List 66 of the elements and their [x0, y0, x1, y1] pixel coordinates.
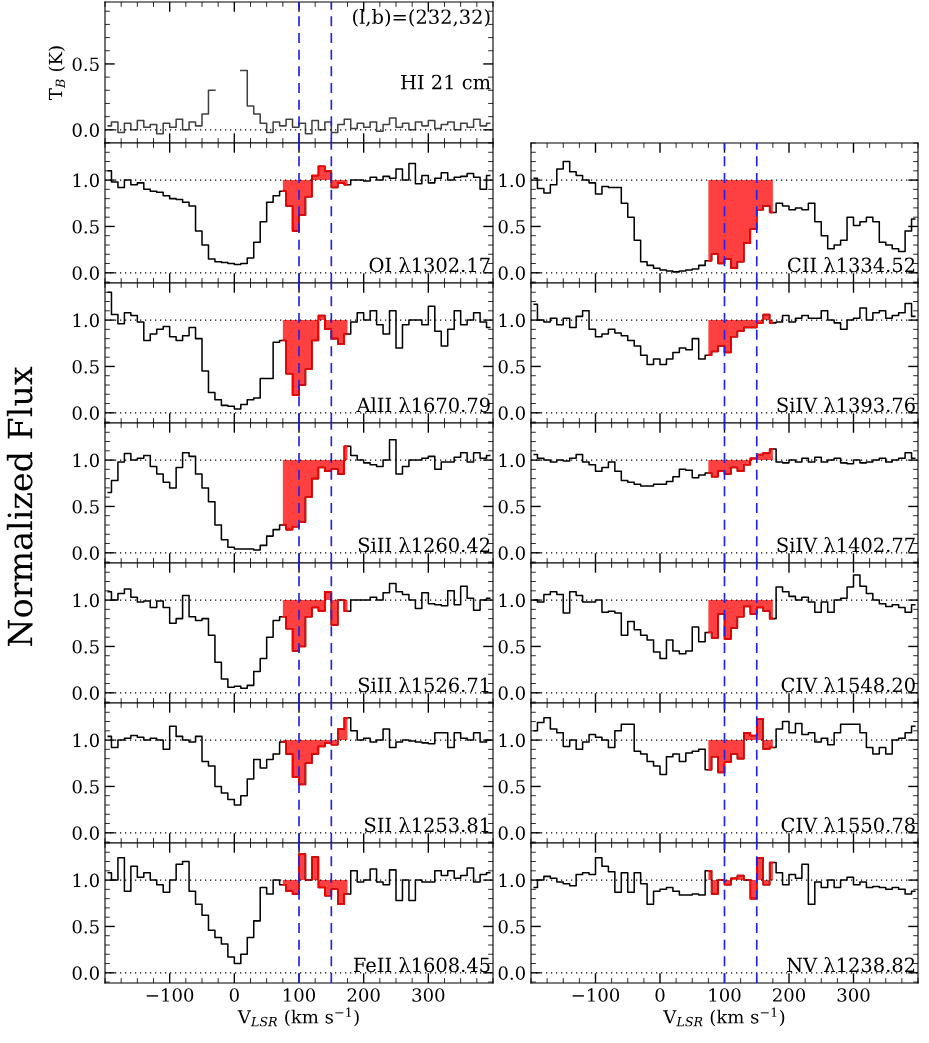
- x-tick-label: 300: [412, 988, 445, 1002]
- y-tick-label: 0.0: [498, 826, 525, 840]
- y-tick-label: 1.0: [73, 873, 99, 888]
- y-tick-label: 0.5: [498, 639, 525, 654]
- y-tick-label: 0.5: [72, 499, 99, 514]
- y-tick-label: 0.0: [498, 546, 525, 560]
- x-tick-label: 100: [283, 988, 316, 1002]
- x-tick-label: −100: [572, 988, 620, 1002]
- y-tick-label: 0.5: [498, 779, 525, 794]
- y-tick-label: 1.0: [499, 873, 525, 888]
- y-tick-label: 1.0: [499, 173, 525, 188]
- x-tick-label: 300: [837, 988, 870, 1002]
- y-tick-label: 0.0: [498, 966, 525, 980]
- y-tick-label: 0.0: [72, 406, 99, 420]
- annotation: FeII λ1608.45: [353, 957, 490, 973]
- y-tick-label: 1.0: [499, 733, 525, 748]
- y-tick-label: 1.0: [499, 313, 525, 328]
- x-tick-label: 100: [709, 988, 741, 1002]
- annotation: SiII λ1260.42: [358, 537, 490, 553]
- y-tick-label: 0.5: [498, 499, 525, 514]
- y-tick-label: 0.0: [72, 966, 99, 980]
- y-tick-label: 0.0: [72, 826, 99, 840]
- y-tick-label: 0.5: [72, 779, 99, 794]
- y-tick-label: 0.0: [498, 686, 525, 700]
- annotation: OI λ1302.17: [369, 257, 490, 273]
- y-tick-label: 0.5: [72, 919, 99, 934]
- y-tick-label: 1.0: [73, 453, 99, 468]
- y-tick-label: 0.5: [72, 219, 99, 234]
- y-tick-label: 1.0: [73, 173, 99, 188]
- annotation: NV λ1238.82: [787, 957, 915, 973]
- annotation: CIV λ1550.78: [781, 817, 915, 833]
- annotation: HI 21 cm: [401, 74, 491, 90]
- annotation: SiII λ1526.71: [358, 677, 489, 693]
- y-tick-label: 1.0: [73, 733, 99, 748]
- y-tick-label: 0.5: [498, 359, 525, 374]
- y-tick-label: 0.5: [72, 639, 99, 654]
- annotation: AlII λ1670.79: [356, 397, 490, 413]
- x-axis-title: V$_{LSR}$ (km s$^{−1}$): [663, 1007, 785, 1027]
- y-tick-label: 0.5: [498, 219, 525, 234]
- x-tick-label: 200: [347, 988, 380, 1002]
- y-tick-label: 0.0: [498, 406, 525, 420]
- annotation: CII λ1334.52: [788, 257, 915, 273]
- y-tick-label: 1.0: [73, 593, 99, 608]
- annotation: CIV λ1548.20: [781, 677, 915, 693]
- x-tick-label: 200: [772, 988, 806, 1002]
- annotation: (l,b)=(232,32): [353, 9, 490, 27]
- y-tick-label: 0.5: [72, 359, 99, 374]
- annotation: SII λ1253.81: [365, 817, 489, 833]
- y-tick-label: 0.0: [72, 546, 99, 560]
- annotation: SiIV λ1402.77: [777, 537, 915, 553]
- annotation: SiIV λ1393.76: [777, 397, 915, 413]
- y-tick-label: 0.0: [72, 123, 99, 137]
- x-tick-label: 0: [229, 988, 239, 1002]
- x-axis-title: V$_{LSR}$ (km s$^{−1}$): [237, 1007, 359, 1027]
- y-tick-label: 0.0: [498, 266, 525, 280]
- y-tick-label: 0.5: [498, 919, 525, 934]
- y-tick-label: 1.0: [499, 453, 525, 468]
- x-tick-label: −100: [146, 988, 194, 1002]
- y-tick-label: 1.0: [499, 593, 525, 608]
- y-tick-label: 1.0: [73, 313, 99, 328]
- y-axis-title: Normalized Flux: [6, 366, 33, 646]
- y-tick-label: 0.0: [72, 686, 99, 700]
- y-axis-title: T$_{B}$ (K): [48, 46, 65, 101]
- y-tick-label: 0.5: [72, 57, 99, 72]
- x-tick-label: 0: [655, 988, 665, 1002]
- y-tick-label: 0.0: [72, 266, 99, 280]
